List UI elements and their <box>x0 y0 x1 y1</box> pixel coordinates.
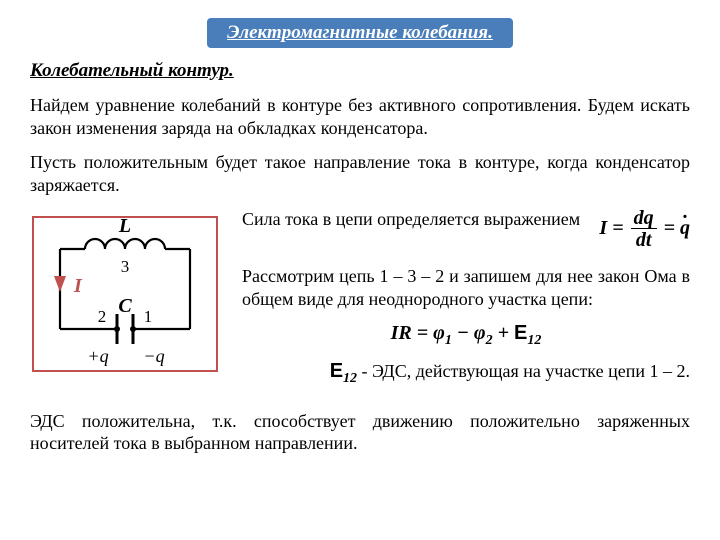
ohm-law-text: Рассмотрим цепь 1 – 3 – 2 и запишем для … <box>242 265 690 310</box>
label-1: 1 <box>144 307 153 326</box>
label-qplus: +q <box>87 346 108 366</box>
paragraph-3: ЭДС положительна, т.к. способствует движ… <box>30 410 690 455</box>
subtitle: Колебательный контур. <box>30 60 690 82</box>
label-qminus: −q <box>143 346 164 366</box>
page-title-box: Электромагнитные колебания. <box>207 18 513 48</box>
right-column: Сила тока в цепи определяется выражением… <box>242 208 690 400</box>
label-3: 3 <box>121 257 130 276</box>
label-C: C <box>118 295 132 317</box>
label-I: I <box>73 275 83 297</box>
label-2: 2 <box>98 307 107 326</box>
label-L: L <box>118 215 131 237</box>
emf-note: E12 - ЭДС, действующая на участке цепи 1… <box>242 359 690 388</box>
circuit-diagram: L 3 C 2 1 I +q −q <box>30 208 220 379</box>
current-definition-text: Сила тока в цепи определяется выражением <box>242 208 583 231</box>
paragraph-2: Пусть положительным будет такое направле… <box>30 151 690 196</box>
emf-note-text: - ЭДС, действующая на участке цепи 1 – 2… <box>357 361 690 381</box>
figure-and-text-row: L 3 C 2 1 I +q −q Сила тока в цепи опред… <box>30 208 690 400</box>
formula-ohm: IR = φ1 − φ2 + E12 <box>242 322 690 349</box>
formula-current: I = dqdt = q <box>599 208 690 251</box>
paragraph-1: Найдем уравнение колебаний в контуре без… <box>30 94 690 139</box>
current-definition-row: Сила тока в цепи определяется выражением… <box>242 208 690 251</box>
